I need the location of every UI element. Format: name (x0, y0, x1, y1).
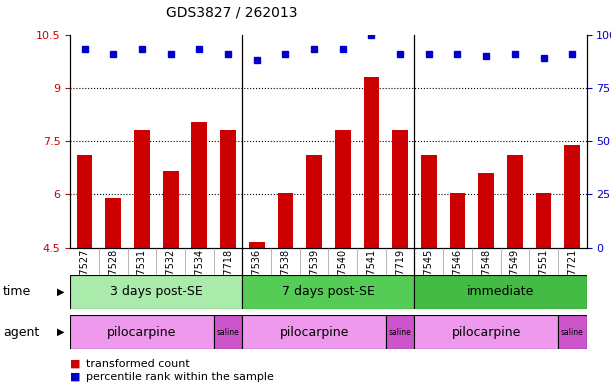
Text: pilocarpine: pilocarpine (452, 326, 521, 339)
Bar (335, 131, 351, 248)
Bar (450, 193, 466, 248)
FancyBboxPatch shape (70, 315, 214, 349)
Bar (565, 145, 580, 248)
Text: transformed count: transformed count (86, 359, 189, 369)
Text: 3 days post-SE: 3 days post-SE (110, 285, 203, 298)
Bar (478, 173, 494, 248)
FancyBboxPatch shape (414, 275, 587, 309)
Text: saline: saline (389, 328, 411, 337)
FancyBboxPatch shape (558, 315, 587, 349)
Text: 7 days post-SE: 7 days post-SE (282, 285, 375, 298)
Bar (507, 156, 523, 248)
Text: percentile rank within the sample: percentile rank within the sample (86, 372, 273, 382)
Bar (249, 242, 265, 248)
Text: saline: saline (561, 328, 584, 337)
Bar (106, 198, 121, 248)
Text: ▶: ▶ (57, 287, 64, 297)
Bar (364, 77, 379, 248)
Bar (163, 171, 178, 248)
Bar (191, 122, 207, 248)
Bar (392, 131, 408, 248)
FancyBboxPatch shape (214, 315, 243, 349)
Text: saline: saline (217, 328, 240, 337)
FancyBboxPatch shape (243, 275, 414, 309)
Text: time: time (3, 285, 31, 298)
FancyBboxPatch shape (243, 315, 386, 349)
Text: pilocarpine: pilocarpine (279, 326, 349, 339)
Bar (277, 193, 293, 248)
FancyBboxPatch shape (70, 275, 243, 309)
FancyBboxPatch shape (386, 315, 414, 349)
Bar (77, 156, 92, 248)
Text: immediate: immediate (467, 285, 534, 298)
Text: agent: agent (3, 326, 39, 339)
Text: ■: ■ (70, 359, 81, 369)
Text: ▶: ▶ (57, 327, 64, 337)
Text: pilocarpine: pilocarpine (108, 326, 177, 339)
Bar (421, 156, 437, 248)
Bar (134, 131, 150, 248)
Text: GDS3827 / 262013: GDS3827 / 262013 (166, 6, 298, 20)
FancyBboxPatch shape (414, 315, 558, 349)
Bar (306, 156, 322, 248)
Bar (536, 193, 551, 248)
Bar (220, 131, 236, 248)
Text: ■: ■ (70, 372, 81, 382)
